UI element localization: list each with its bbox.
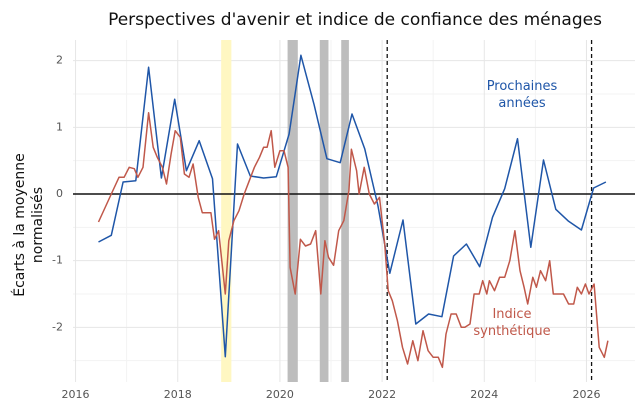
y-tick-label: 2 bbox=[56, 54, 63, 67]
series-label-box: Prochaines années bbox=[486, 79, 558, 111]
y-tick-label: -2 bbox=[52, 320, 63, 333]
y-tick-label: -1 bbox=[52, 254, 63, 267]
y-tick-label: 1 bbox=[56, 120, 63, 133]
series-line bbox=[97, 111, 609, 369]
x-tick-label: 2020 bbox=[266, 388, 294, 401]
series-label-box: Indice synthétique bbox=[473, 307, 551, 339]
chart-title: Perspectives d'avenir et indice de confi… bbox=[108, 10, 602, 30]
shaded-period bbox=[221, 40, 232, 382]
y-axis-label: normalisés bbox=[30, 187, 46, 263]
series-label: Indice synthétique bbox=[473, 307, 551, 339]
series-label: Prochaines années bbox=[486, 79, 558, 111]
x-tick-label: 2018 bbox=[164, 388, 192, 401]
x-tick-label: 2022 bbox=[368, 388, 396, 401]
x-tick-label: 2016 bbox=[62, 388, 90, 401]
y-tick-label: 0 bbox=[56, 187, 63, 200]
series-line bbox=[98, 54, 607, 358]
x-tick-label: 2024 bbox=[470, 388, 498, 401]
y-axis-label: Écarts à la moyenne bbox=[11, 153, 28, 297]
shaded-period bbox=[287, 40, 298, 382]
x-tick-label: 2026 bbox=[572, 388, 600, 401]
shaded-period bbox=[319, 40, 329, 382]
